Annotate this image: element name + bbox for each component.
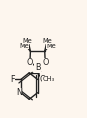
Text: F: F — [10, 75, 15, 84]
Text: Me: Me — [19, 43, 29, 49]
Text: Me: Me — [46, 43, 56, 49]
Text: CH₃: CH₃ — [42, 76, 55, 82]
Text: Me: Me — [43, 38, 53, 44]
Text: B: B — [35, 63, 40, 72]
Text: O: O — [40, 75, 46, 84]
Text: O: O — [42, 58, 49, 67]
Text: O: O — [26, 58, 33, 67]
Text: Me: Me — [23, 38, 32, 44]
Text: O: O — [41, 61, 48, 70]
Text: N: N — [16, 88, 22, 97]
